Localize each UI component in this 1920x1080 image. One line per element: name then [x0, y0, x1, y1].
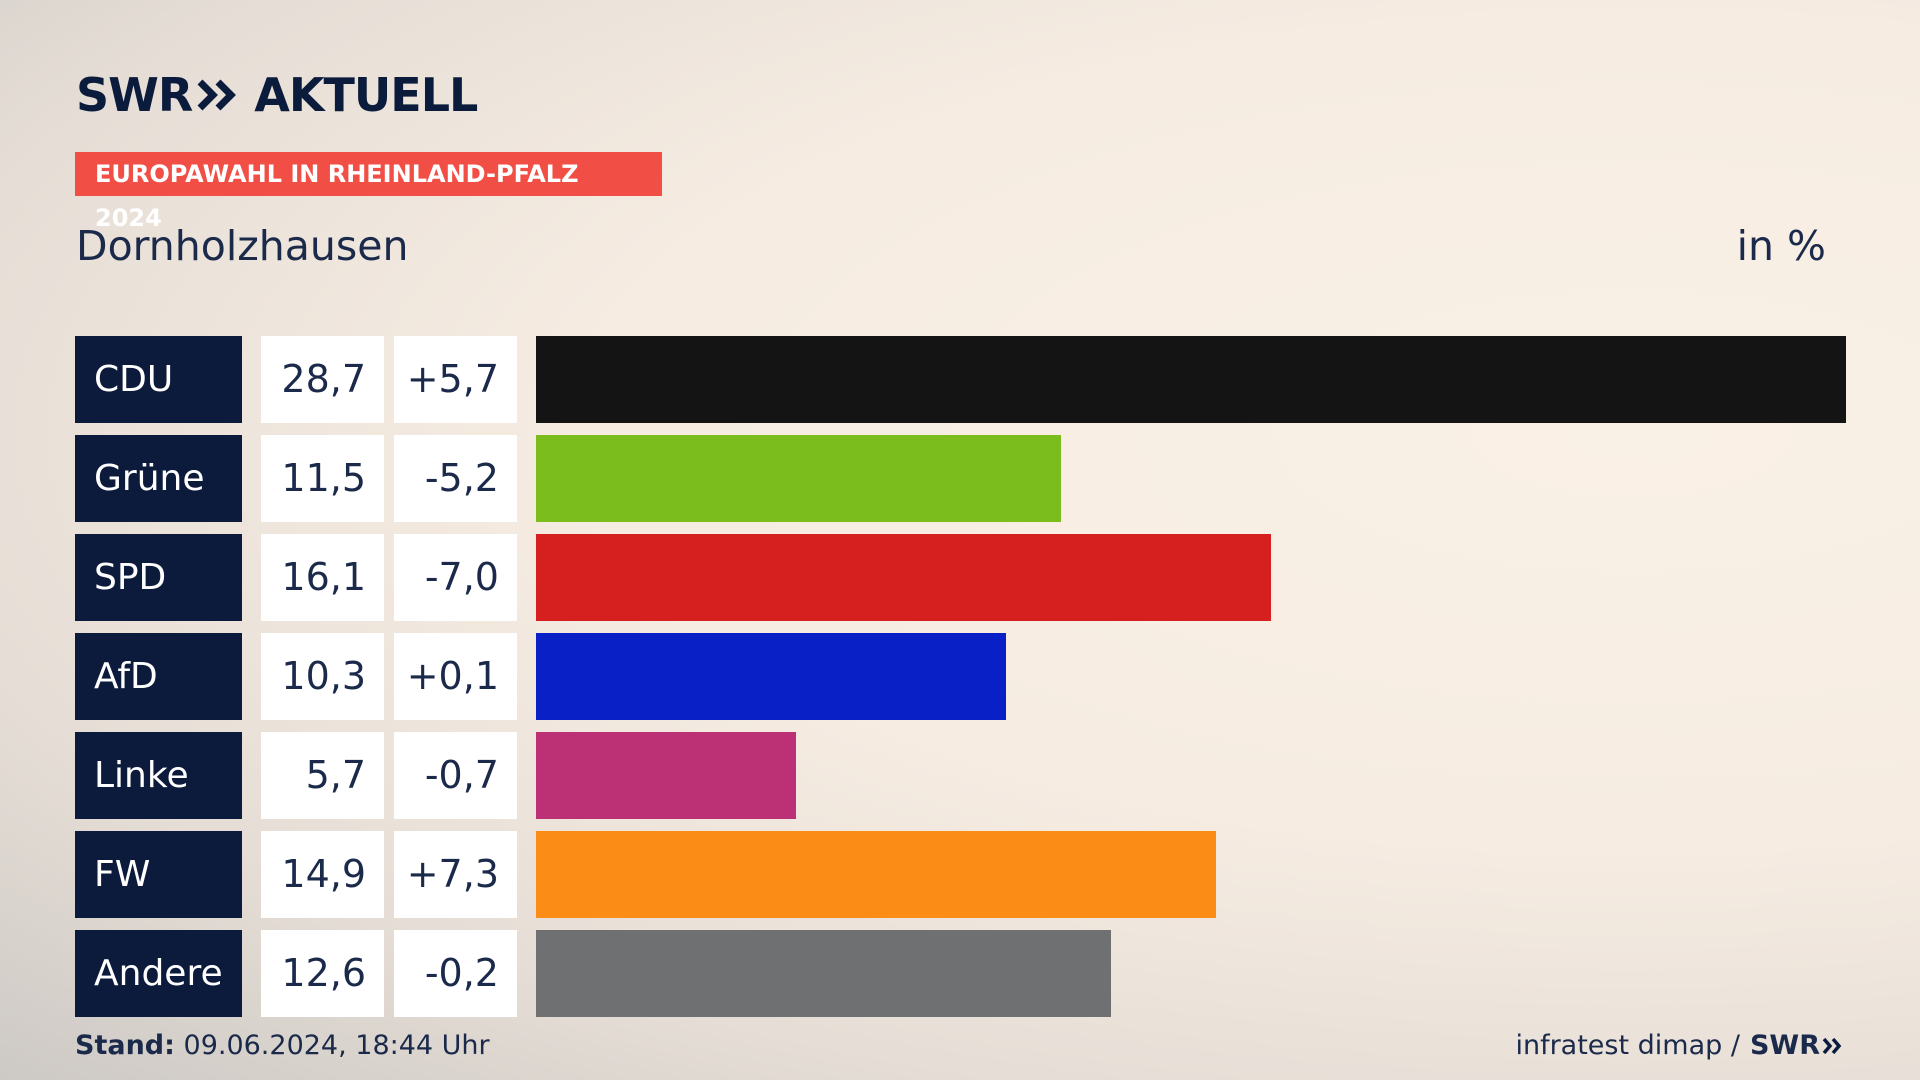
party-label: CDU	[75, 336, 242, 423]
chart-row: Linke 5,7 -0,7	[75, 732, 1846, 819]
double-chevron-icon	[197, 79, 237, 111]
diff-label: +7,3	[394, 831, 517, 918]
chart-row: Andere 12,6 -0,2	[75, 930, 1846, 1017]
value-label: 28,7	[261, 336, 384, 423]
swr-small-logo: SWR	[1750, 1030, 1844, 1061]
diff-label: -0,2	[394, 930, 517, 1017]
chart-row: SPD 16,1 -7,0	[75, 534, 1846, 621]
bar	[536, 930, 1112, 1017]
location-title: Dornholzhausen	[76, 222, 409, 270]
chart-row: Grüne 11,5 -5,2	[75, 435, 1846, 522]
chart-row: FW 14,9 +7,3	[75, 831, 1846, 918]
bar-track	[536, 930, 1846, 1017]
unit-label: in %	[1736, 222, 1826, 270]
diff-label: -7,0	[394, 534, 517, 621]
diff-label: +0,1	[394, 633, 517, 720]
source-credit: infratest dimap / SWR	[1515, 1030, 1844, 1061]
bar-track	[536, 732, 1846, 819]
source-text: infratest dimap /	[1515, 1030, 1740, 1061]
party-label: Linke	[75, 732, 242, 819]
bar	[536, 336, 1846, 423]
value-label: 12,6	[261, 930, 384, 1017]
party-label: Andere	[75, 930, 242, 1017]
value-label: 5,7	[261, 732, 384, 819]
small-chevron-icon	[1822, 1037, 1842, 1054]
logo-aktuell-text: AKTUELL	[254, 68, 478, 122]
bar	[536, 633, 1007, 720]
bar-track	[536, 633, 1846, 720]
diff-label: -5,2	[394, 435, 517, 522]
value-label: 11,5	[261, 435, 384, 522]
bar-track	[536, 534, 1846, 621]
value-label: 14,9	[261, 831, 384, 918]
timestamp: Stand: 09.06.2024, 18:44 Uhr	[75, 1030, 490, 1061]
party-label: Grüne	[75, 435, 242, 522]
diff-label: +5,7	[394, 336, 517, 423]
swr-small-text: SWR	[1749, 1030, 1820, 1061]
results-chart: CDU 28,7 +5,7 Grüne 11,5 -5,2 SPD 16,1 -7,0 AfD 10…	[75, 336, 1846, 1029]
party-label: AfD	[75, 633, 242, 720]
stand-label: Stand:	[75, 1030, 175, 1061]
bar	[536, 831, 1217, 918]
chart-row: AfD 10,3 +0,1	[75, 633, 1846, 720]
bar-track	[536, 831, 1846, 918]
election-badge: EUROPAWAHL IN RHEINLAND-PFALZ 2024	[75, 152, 662, 232]
logo-swr-text: SWR	[76, 68, 193, 122]
bar	[536, 435, 1061, 522]
value-label: 16,1	[261, 534, 384, 621]
diff-label: -0,7	[394, 732, 517, 819]
bar	[536, 534, 1271, 621]
party-label: SPD	[75, 534, 242, 621]
bar-track	[536, 435, 1846, 522]
party-label: FW	[75, 831, 242, 918]
swr-aktuell-logo: SWR AKTUELL	[76, 68, 478, 122]
bar-track	[536, 336, 1846, 423]
stand-value: 09.06.2024, 18:44 Uhr	[183, 1030, 490, 1061]
chart-row: CDU 28,7 +5,7	[75, 336, 1846, 423]
value-label: 10,3	[261, 633, 384, 720]
bar	[536, 732, 797, 819]
